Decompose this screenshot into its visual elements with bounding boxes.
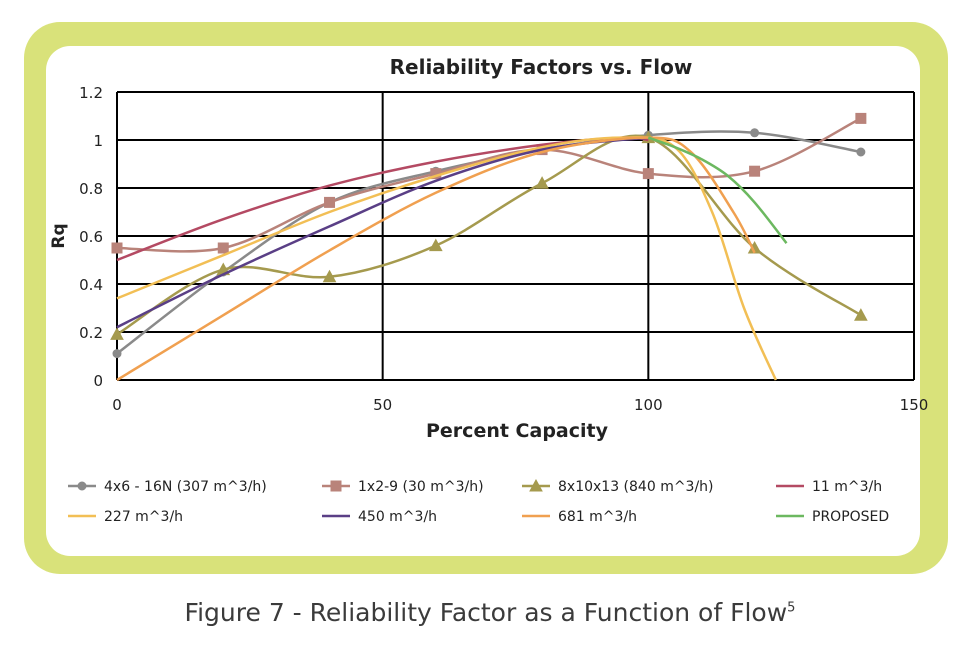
data-point [854, 308, 868, 321]
y-tick-label: 0.8 [79, 180, 103, 198]
legend-entry: 450 m^3/h [322, 509, 437, 525]
data-point [749, 165, 761, 177]
legend-marker [330, 480, 342, 492]
series-7 [116, 136, 756, 382]
data-point [535, 176, 549, 189]
y-tick-label: 0.6 [79, 228, 103, 246]
legend-label: 450 m^3/h [358, 509, 437, 525]
legend-marker [529, 478, 543, 492]
legend-entry: 681 m^3/h [522, 509, 637, 525]
legend-entry: PROPOSED [776, 509, 889, 525]
y-tick-label: 0 [93, 372, 103, 390]
data-point [217, 242, 229, 254]
series-lines [110, 112, 868, 382]
legend-entry: 11 m^3/h [776, 479, 882, 495]
y-tick-label: 1.2 [79, 84, 103, 102]
series-line [116, 136, 778, 381]
legend-label: 11 m^3/h [812, 479, 882, 495]
series-5 [116, 136, 778, 381]
series-8 [647, 136, 788, 244]
legend-entry: 1x2-9 (30 m^3/h) [322, 479, 484, 495]
x-tick-label: 100 [634, 396, 663, 414]
series-line [116, 117, 862, 253]
axes: 0 0.2 0.4 0.6 0.8 1 1.2 0 50 100 150 [79, 84, 928, 414]
data-point [322, 269, 337, 283]
data-point [428, 238, 443, 252]
series-line [116, 136, 756, 382]
legend-label: 681 m^3/h [558, 509, 637, 525]
legend-entry: 8x10x13 (840 m^3/h) [522, 478, 714, 495]
data-point [642, 168, 654, 180]
data-point [112, 349, 122, 359]
chart-title: Reliability Factors vs. Flow [390, 55, 693, 79]
legend-entry: 227 m^3/h [68, 509, 183, 525]
legend-label: 227 m^3/h [104, 509, 183, 525]
reliability-chart: 0 0.2 0.4 0.6 0.8 1 1.2 0 50 100 150 Reliability F… [49, 55, 928, 525]
series-line [116, 134, 862, 336]
y-tick-label: 0.4 [79, 276, 103, 294]
legend-label: PROPOSED [812, 509, 889, 525]
legend-marker [77, 481, 87, 491]
y-axis-label: Rq [49, 223, 69, 248]
series-line [116, 136, 649, 329]
data-point [856, 147, 866, 157]
data-point [855, 112, 867, 124]
y-tick-label: 0.2 [79, 324, 103, 342]
data-point [750, 128, 760, 138]
x-tick-label: 50 [373, 396, 392, 414]
x-tick-label: 150 [900, 396, 929, 414]
legend-label: 4x6 - 16N (307 m^3/h) [104, 479, 267, 495]
legend-label: 8x10x13 (840 m^3/h) [558, 479, 714, 495]
caption-text: Figure 7 - Reliability Factor as a Funct… [184, 598, 788, 627]
grid-lines [116, 91, 915, 381]
series-line [647, 136, 788, 244]
data-point [324, 196, 336, 208]
caption-superscript: 5 [787, 600, 796, 616]
series-6 [116, 136, 649, 329]
y-tick-label: 1 [93, 132, 103, 150]
x-axis-label: Percent Capacity [426, 420, 609, 442]
figure-caption: Figure 7 - Reliability Factor as a Funct… [0, 598, 980, 627]
legend-label: 1x2-9 (30 m^3/h) [358, 479, 484, 495]
legend-entry: 4x6 - 16N (307 m^3/h) [68, 479, 267, 495]
x-tick-label: 0 [112, 396, 122, 414]
legend: 4x6 - 16N (307 m^3/h) 1x2-9 (30 m^3/h) 8x1… [68, 478, 889, 525]
chart-panel [46, 46, 920, 556]
data-point [110, 327, 124, 340]
data-point [111, 242, 123, 254]
